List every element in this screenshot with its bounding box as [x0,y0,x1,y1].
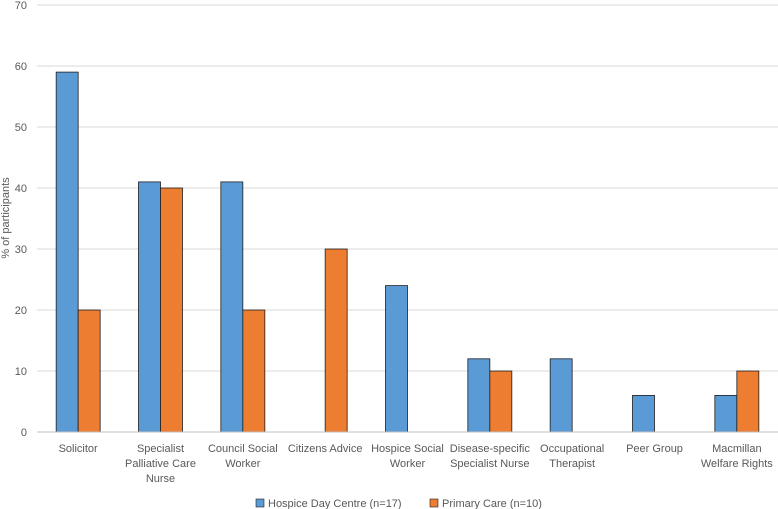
x-category-label: Council Social [208,443,278,455]
y-tick-label: 60 [15,61,27,73]
bar-hospice-day-centre [220,181,244,433]
y-tick-label: 20 [15,305,27,317]
y-tick-label: 50 [15,122,27,134]
bar-primary-care [489,370,513,433]
legend: Hospice Day Centre (n=17) Primary Care (n… [255,498,542,509]
bar-primary-care [324,248,348,433]
x-category-label: Worker [390,458,426,470]
bar-hospice-day-centre [55,71,79,433]
x-category-label: Therapist [549,458,595,470]
y-tick-label: 10 [15,366,27,378]
y-axis-title: % of participants [0,177,12,259]
bar-primary-care [160,187,183,433]
x-category-label: Welfare Rights [701,458,773,470]
bar-hospice-day-centre [549,358,573,433]
y-axis-ticks: 0 10 20 30 40 50 60 70 [15,0,27,439]
legend-swatch [255,498,265,508]
bar-hospice-day-centre [467,358,491,433]
bar-hospice-day-centre [385,285,408,433]
x-category-label: Worker [225,458,261,470]
x-category-label: Specialist [137,443,184,455]
y-tick-label: 70 [15,0,27,12]
x-axis-labels: Solicitor Specialist Palliative Care Nurse C… [59,443,774,485]
legend-label: Hospice Day Centre (n=17) [268,498,402,509]
x-category-label: Nurse [146,473,175,485]
bar-hospice-day-centre [138,181,161,433]
x-category-label: Peer Group [626,443,683,455]
y-tick-label: 0 [21,427,27,439]
bar-primary-care [77,309,101,433]
x-category-label: Solicitor [59,443,98,455]
x-category-label: Hospice Social [371,443,444,455]
x-category-label: Specialist Nurse [450,458,529,470]
y-tick-label: 40 [15,183,27,195]
y-tick-label: 30 [15,244,27,256]
bars [55,71,760,433]
x-category-label: Citizens Advice [288,443,363,455]
legend-label: Primary Care (n=10) [442,498,542,509]
bar-hospice-day-centre [632,394,655,433]
x-category-label: Occupational [540,443,604,455]
bar-primary-care [242,309,266,433]
x-category-label: Palliative Care [125,458,196,470]
legend-swatch [429,498,439,508]
bar-hospice-day-centre [714,394,738,433]
bar-primary-care [736,370,760,433]
x-category-label: Macmillan [712,443,762,455]
x-category-label: Disease-specific [450,443,531,455]
